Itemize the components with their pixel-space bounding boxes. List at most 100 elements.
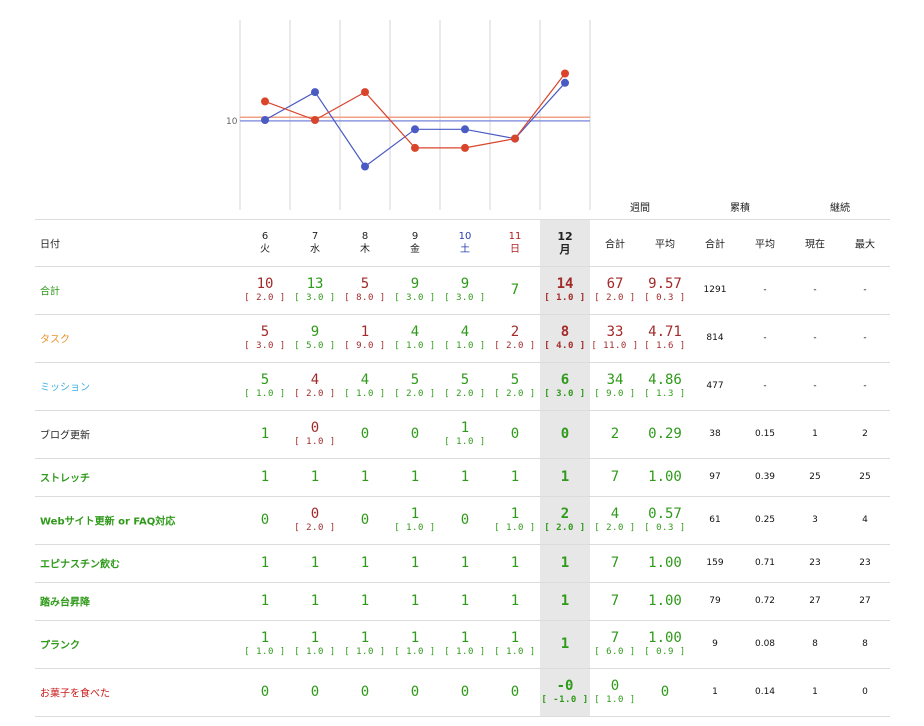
week-total-cell: 7 — [611, 470, 619, 484]
cell-sub-value: [ 1.0 ] — [344, 389, 386, 399]
cell-value: 1.00 — [648, 469, 682, 485]
cell-value: 1 — [460, 593, 470, 609]
day-cell: 5[ 2.0 ] — [494, 373, 535, 399]
day-cell: 1[ 1.0 ] — [444, 421, 485, 447]
cell-value: 1 — [510, 555, 520, 571]
day-number: 8 — [361, 231, 369, 242]
blue-series-point — [361, 162, 369, 171]
cell-value: 0 — [360, 512, 370, 528]
day-cell: 1 — [511, 470, 519, 484]
day-cell: 1[ 1.0 ] — [244, 631, 285, 657]
cell-sub-value: [ 1.0 ] — [594, 695, 636, 705]
cell-sub-value: [ 3.0 ] — [394, 293, 436, 303]
row-divider — [35, 620, 890, 621]
blue-series-point — [461, 125, 469, 134]
row-label: プランク — [40, 640, 80, 652]
day-cell: 1[ 1.0 ] — [344, 631, 385, 657]
day-cell: 1 — [311, 556, 319, 570]
cell-value: 1 — [510, 469, 520, 485]
cell-value: 1 — [310, 555, 320, 571]
max-streak: 27 — [859, 596, 871, 606]
cell-value: 5 — [510, 372, 520, 388]
day-cell: 5[ 8.0 ] — [344, 277, 385, 303]
day-cell: 0[ 1.0 ] — [294, 421, 335, 447]
day-cell: 14[ 1.0 ] — [544, 277, 585, 303]
day-cell: 4[ 2.0 ] — [294, 373, 335, 399]
cumulative-average: 0.08 — [754, 639, 776, 649]
cell-value: 1 — [410, 506, 420, 522]
week-average-cell: 0.29 — [648, 427, 682, 441]
row-divider — [35, 716, 890, 717]
day-cell: 0 — [411, 427, 419, 441]
blue-series-point — [261, 116, 269, 124]
day-cell: 1 — [561, 556, 569, 570]
current-streak: - — [813, 285, 817, 295]
cell-value: 0 — [260, 512, 270, 528]
cell-sub-value: [ 1.3 ] — [644, 389, 686, 399]
blue-series-point — [561, 78, 569, 87]
cell-value: 0 — [510, 426, 520, 442]
cell-value: 1 — [310, 593, 320, 609]
day-cell: 0 — [261, 513, 269, 527]
cell-value: 1 — [410, 555, 420, 571]
day-number: 11 — [508, 231, 522, 242]
current-streak: 25 — [809, 472, 821, 482]
day-cell: 1 — [561, 594, 569, 608]
day-cell: 1 — [261, 556, 269, 570]
cell-value: 1 — [410, 469, 420, 485]
cell-value: 1 — [260, 555, 270, 571]
cell-value: 4.86 — [648, 372, 682, 388]
cell-value: 13 — [306, 276, 324, 292]
cell-sub-value: [ 6.0 ] — [594, 647, 636, 657]
cell-sub-value: [ 1.0 ] — [394, 647, 436, 657]
current-streak: 1 — [812, 429, 818, 439]
cell-sub-value: [ 1.0 ] — [244, 389, 286, 399]
cell-value: 1 — [260, 426, 270, 442]
week-average-cell: 4.86[ 1.3 ] — [644, 373, 685, 399]
cumulative-total: 97 — [709, 472, 721, 482]
day-cell: 5[ 2.0 ] — [394, 373, 435, 399]
day-cell: 0 — [261, 685, 269, 699]
cell-value: 0 — [510, 684, 520, 700]
day-cell: 1 — [261, 470, 269, 484]
cell-value: 9.57 — [648, 276, 682, 292]
day-cell: 1 — [261, 427, 269, 441]
week-total-cell: 67[ 2.0 ] — [594, 277, 635, 303]
cell-value: 2 — [610, 426, 620, 442]
day-of-week: 火 — [260, 244, 270, 255]
cell-value: 1 — [310, 469, 320, 485]
date-column-label: 日付 — [40, 239, 60, 251]
day-cell: 0 — [461, 685, 469, 699]
cell-sub-value: [ 2.0 ] — [394, 389, 436, 399]
day-cell: 1 — [561, 470, 569, 484]
day-cell: 1[ 1.0 ] — [394, 631, 435, 657]
cell-value: 33 — [606, 324, 624, 340]
cell-sub-value: [ 4.0 ] — [544, 341, 586, 351]
row-label: お菓子を食べた — [40, 688, 110, 700]
cell-value: 1 — [560, 593, 570, 609]
current-streak: - — [813, 333, 817, 343]
day-cell: 1[ 1.0 ] — [494, 631, 535, 657]
day-number: 9 — [411, 231, 419, 242]
cell-value: 34 — [606, 372, 624, 388]
cell-value: 6 — [560, 372, 570, 388]
day-of-week: 月 — [559, 243, 571, 256]
cumulative-group-header: 累積 — [730, 203, 750, 214]
row-label: ストレッチ — [40, 473, 90, 485]
cell-sub-value: [ 1.0 ] — [494, 647, 536, 657]
cell-sub-value: [ 1.0 ] — [294, 437, 336, 447]
cell-sub-value: [ 9.0 ] — [344, 341, 386, 351]
day-cell: 0 — [311, 685, 319, 699]
cell-value: 1 — [260, 593, 270, 609]
column-header: 平均 — [755, 239, 775, 251]
row-label: 合計 — [40, 286, 60, 298]
cell-value: 1 — [360, 555, 370, 571]
blue-series-line — [264, 82, 566, 168]
cell-value: 0 — [360, 426, 370, 442]
max-streak: 25 — [859, 472, 871, 482]
day-cell: 1 — [411, 556, 419, 570]
cell-value: 1 — [560, 469, 570, 485]
cell-value: 0 — [310, 420, 320, 436]
